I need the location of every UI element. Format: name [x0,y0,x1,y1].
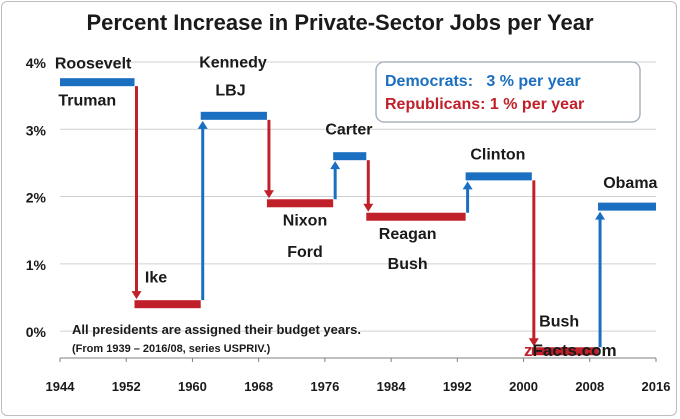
y-tick-label: 3% [26,122,47,138]
credit-rest: Facts.com [533,341,617,360]
legend-box [375,61,641,123]
transition-arrowhead [131,291,142,300]
credit-label: zFacts.com [524,341,617,360]
president-label: Reagan [379,226,437,243]
transition-arrowhead [263,190,274,199]
y-tick-label: 4% [26,55,47,71]
segment-bar [200,111,267,120]
segment-bar [60,78,135,87]
segment-bar [266,199,334,208]
x-tick-label: 1960 [178,379,207,394]
y-tick-label: 0% [26,324,47,340]
transition-arrowhead [528,338,539,347]
president-label: Obama [603,175,657,192]
y-tick-label: 2% [26,190,47,206]
x-tick-label: 1952 [112,379,141,394]
transition-arrowhead [363,203,374,212]
x-tick-label: 1976 [310,379,339,394]
x-tick-label: 2000 [509,379,538,394]
president-label: Bush [539,313,579,330]
president-label: Ford [287,244,323,261]
president-label: Clinton [470,147,525,164]
x-tick-label: 1992 [443,379,472,394]
x-tick-label: 2016 [642,379,671,394]
president-label: Roosevelt [55,56,132,73]
president-label: Carter [325,122,372,139]
transition-arrowhead [330,161,341,170]
legend-entry: Democrats: 3 % per year [385,73,581,90]
credit-initial: z [524,341,533,360]
president-label: Truman [58,93,116,110]
note-budget-years: All presidents are assigned their budget… [72,322,361,337]
x-tick-label: 2008 [575,379,604,394]
x-tick-label: 1984 [377,379,407,394]
president-label: Kennedy [199,54,267,71]
president-label: Bush [388,256,428,273]
transition-arrowhead [462,181,473,190]
president-label: Nixon [283,212,327,229]
legend-entry: Republicans: 1 % per year [385,96,584,113]
note-source: (From 1939 – 2016/08, series USPRIV.) [72,343,271,355]
chart-title: Percent Increase in Private-Sector Jobs … [86,10,594,35]
president-label: LBJ [215,83,245,100]
president-label: Ike [145,270,167,287]
x-tick-label: 1968 [244,379,273,394]
segment-bar [531,347,599,356]
segment-bar [366,212,466,221]
segment-bar [134,300,201,309]
segment-bar [333,152,367,161]
transition-arrowhead [197,120,208,129]
segment-bar [465,172,532,181]
segment-bar [598,202,656,211]
x-tick-label: 1944 [46,379,76,394]
y-tick-label: 1% [26,257,47,273]
transition-arrowhead [595,211,606,220]
